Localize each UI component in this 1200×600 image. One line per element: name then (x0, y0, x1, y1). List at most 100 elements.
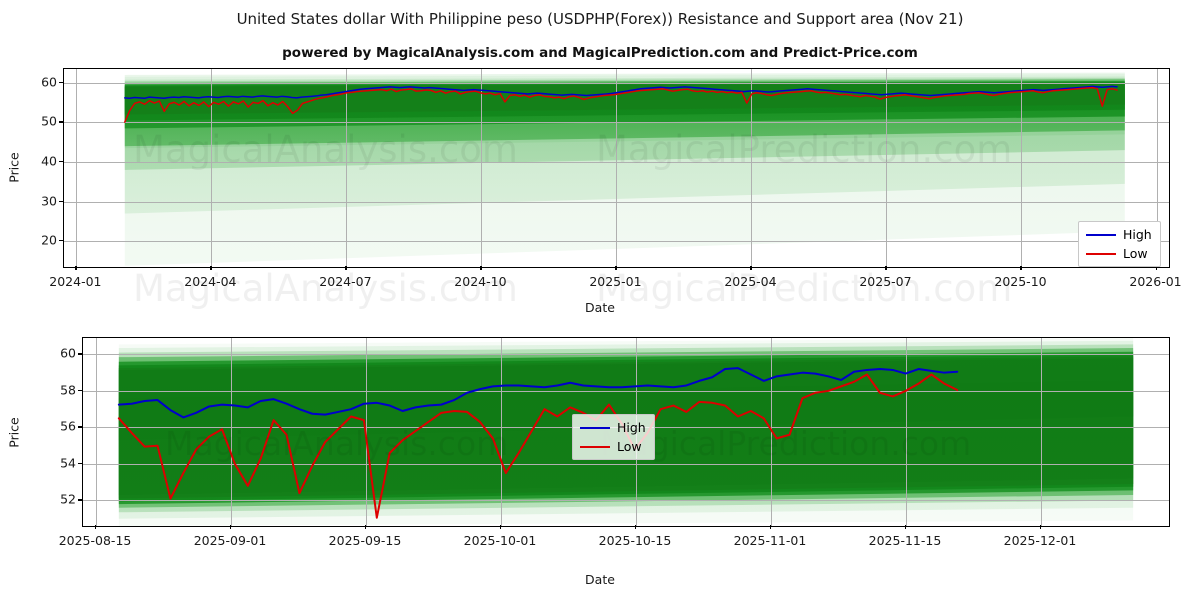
gridline-vertical (481, 69, 483, 267)
x-tick-mark (230, 525, 232, 529)
x-tick-label: 2025-09-01 (193, 533, 267, 548)
gridline-vertical (616, 69, 618, 267)
x-tick-label: 2025-10-15 (598, 533, 672, 548)
x-tick-mark (75, 266, 77, 270)
legend-swatch-low-icon (1086, 252, 1116, 255)
gridline-vertical (1021, 69, 1023, 267)
page-title: United States dollar With Philippine pes… (236, 10, 964, 28)
y-tick-label: 56 (60, 418, 76, 434)
series-line-low (124, 86, 1118, 123)
legend-label-high: High (1123, 227, 1152, 242)
gridline-vertical (751, 69, 753, 267)
gridline-horizontal (83, 390, 1169, 392)
gridline-vertical (96, 338, 98, 526)
y-tick-mark (59, 200, 63, 202)
detail-legend[interactable]: High Low (572, 414, 655, 460)
gridline-vertical (366, 338, 367, 526)
y-tick-mark (78, 462, 82, 465)
x-tick-label: 2026-01 (1129, 274, 1182, 289)
overview-plot-area (63, 68, 1170, 268)
x-tick-mark (365, 525, 367, 529)
legend-swatch-high-icon (1086, 233, 1116, 236)
x-tick-mark (1039, 525, 1042, 529)
gridline-vertical (76, 69, 78, 267)
x-tick-mark (885, 266, 887, 270)
y-tick-mark (59, 121, 63, 123)
page-subtitle: powered by MagicalAnalysis.com and Magic… (282, 45, 918, 61)
legend-label-high: High (617, 420, 646, 435)
legend-entry-high: High (580, 420, 646, 435)
series-line-high (124, 85, 1118, 100)
legend-swatch-low-icon (580, 445, 610, 448)
gridline-vertical (1156, 69, 1158, 267)
x-tick-label: 2024-07 (319, 274, 372, 289)
gridline-vertical (886, 69, 888, 267)
gridline-vertical (346, 69, 348, 267)
y-tick-label: 58 (60, 382, 76, 398)
x-tick-mark (750, 266, 752, 270)
x-tick-mark (500, 525, 502, 529)
x-tick-label: 2025-12-01 (1003, 533, 1077, 548)
y-tick-mark (59, 240, 63, 242)
y-tick-mark (59, 81, 63, 84)
detail-chart-panel: Price 52 54 56 58 60 2025-08-15 2025-09-01 202… (0, 325, 1200, 600)
detail-x-axis-label: Date (585, 572, 615, 587)
x-tick-mark (904, 525, 907, 529)
x-tick-label: 2025-04 (724, 274, 777, 289)
y-tick-label: 52 (60, 491, 76, 507)
detail-y-axis-label: Price (6, 417, 22, 448)
gridline-horizontal (83, 463, 1169, 465)
x-tick-label: 2025-07 (859, 274, 912, 289)
overview-chart-panel: Price 20 30 40 50 60 2024-01 2024-04 2024-07 20… (7, 68, 1182, 315)
y-tick-label: 20 (41, 232, 57, 248)
x-tick-mark (1020, 266, 1022, 270)
x-tick-label: 2025-09-15 (328, 533, 402, 548)
legend-swatch-high-icon (580, 426, 610, 429)
y-tick-label: 60 (60, 345, 76, 361)
y-tick-mark (59, 161, 63, 163)
y-tick-mark (78, 426, 82, 428)
x-tick-label: 2025-01 (589, 274, 642, 289)
gridline-horizontal (83, 354, 1169, 356)
x-tick-label: 2025-10 (994, 274, 1047, 289)
y-tick-label: 30 (41, 193, 57, 209)
gridline-horizontal (83, 500, 1169, 502)
x-tick-label: 2025-08-15 (58, 533, 132, 548)
x-tick-mark (345, 266, 347, 270)
x-tick-label: 2024-10 (454, 274, 507, 289)
y-tick-mark (78, 499, 82, 501)
legend-label-low: Low (1123, 246, 1148, 261)
x-tick-label: 2024-01 (49, 274, 102, 289)
gridline-vertical (231, 338, 233, 526)
x-tick-mark (615, 266, 617, 270)
legend-label-low: Low (617, 439, 642, 454)
x-tick-mark (1155, 266, 1157, 270)
gridline-vertical (905, 338, 907, 526)
y-tick-label: 60 (41, 74, 57, 90)
y-tick-label: 50 (41, 113, 57, 129)
x-tick-mark (210, 266, 212, 270)
x-tick-mark (634, 525, 637, 529)
x-tick-mark (769, 525, 772, 529)
y-tick-label: 54 (60, 455, 76, 471)
gridline-vertical (1040, 338, 1042, 526)
series-line-low (117, 373, 959, 519)
x-tick-label: 2024-04 (184, 274, 237, 289)
x-tick-label: 2025-10-01 (463, 533, 537, 548)
overview-x-axis-label: Date (585, 300, 615, 315)
y-tick-mark (78, 353, 82, 355)
legend-entry-low: Low (1086, 246, 1152, 261)
gridline-vertical (501, 338, 502, 526)
x-tick-mark (480, 266, 482, 270)
gridline-vertical (211, 69, 213, 267)
overview-legend[interactable]: High Low (1078, 221, 1161, 267)
x-tick-label: 2025-11-15 (868, 533, 942, 548)
x-tick-mark (95, 525, 97, 529)
legend-entry-low: Low (580, 439, 646, 454)
y-tick-mark (78, 389, 82, 392)
series-line-high (117, 367, 959, 419)
x-tick-label: 2025-11-01 (733, 533, 807, 548)
legend-entry-high: High (1086, 227, 1152, 242)
y-tick-label: 40 (41, 153, 57, 169)
